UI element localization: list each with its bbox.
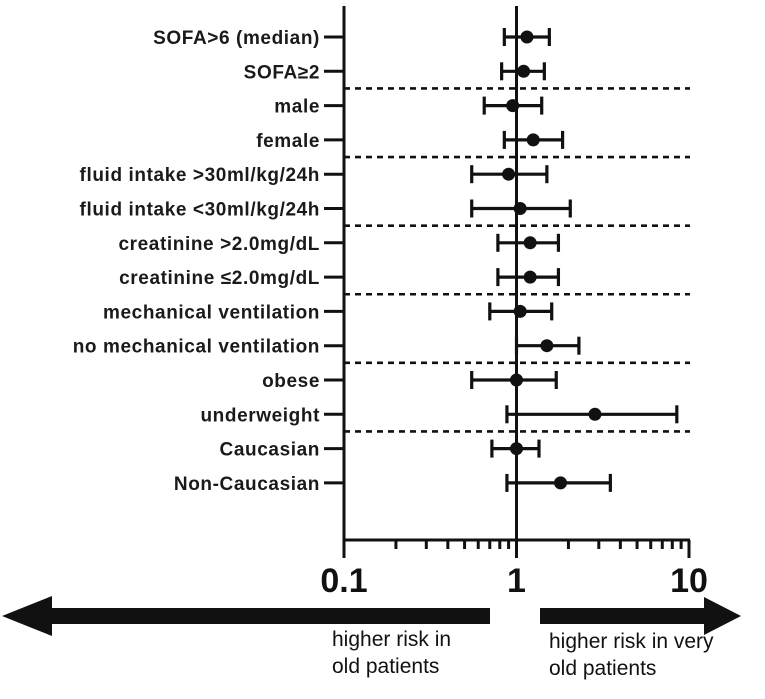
point-estimate xyxy=(517,64,531,78)
point-estimate xyxy=(526,133,540,147)
point-estimate xyxy=(554,476,568,490)
point-estimate xyxy=(506,99,520,113)
forest-row: female xyxy=(256,130,565,152)
x-tick-labels: 0.1 1 10 xyxy=(320,562,708,600)
arrow-right-label: higher risk in very xyxy=(549,630,714,653)
row-label: female xyxy=(256,131,320,152)
point-estimate xyxy=(523,270,537,284)
risk-arrows: higher risk in old patients higher risk in… xyxy=(2,596,741,680)
row-label: SOFA≥2 xyxy=(244,62,320,83)
row-label: obese xyxy=(262,371,320,392)
point-estimate xyxy=(588,407,602,421)
group-separators xyxy=(344,87,690,433)
left-arrow xyxy=(2,596,490,636)
x-tick-label: 0.1 xyxy=(320,562,367,600)
row-label: mechanical ventilation xyxy=(103,302,320,323)
x-tick-label: 1 xyxy=(507,562,526,600)
forest-row: mechanical ventilation xyxy=(103,302,554,323)
forest-row: creatinine >2.0mg/dL xyxy=(118,233,561,255)
point-estimate xyxy=(510,442,523,456)
x-tick-label: 10 xyxy=(670,562,708,600)
row-label: underweight xyxy=(200,405,320,426)
point-estimate xyxy=(510,373,523,387)
arrow-left-label: higher risk in xyxy=(332,628,451,651)
point-estimate xyxy=(513,304,527,318)
point-estimate xyxy=(540,339,554,353)
row-label: fluid intake >30ml/kg/24h xyxy=(80,165,320,186)
arrow-right-label: old patients xyxy=(549,657,656,680)
row-label: creatinine >2.0mg/dL xyxy=(118,234,320,255)
point-estimate xyxy=(513,202,527,215)
point-estimate xyxy=(523,236,537,250)
point-estimate xyxy=(520,30,534,44)
forest-row: creatinine ≤2.0mg/dL xyxy=(119,268,561,289)
row-label: Caucasian xyxy=(220,440,320,461)
row-label: Non-Caucasian xyxy=(174,474,320,495)
point-estimate xyxy=(502,167,516,181)
forest-row: fluid intake >30ml/kg/24h xyxy=(80,165,549,186)
row-label: no mechanical ventilation xyxy=(73,337,320,358)
forest-row: SOFA>6 (median) xyxy=(153,28,551,49)
row-label: SOFA>6 (median) xyxy=(153,28,320,49)
forest-row: fluid intake <30ml/kg/24h xyxy=(80,199,572,221)
row-label: creatinine ≤2.0mg/dL xyxy=(119,268,320,289)
forest-row: no mechanical ventilation xyxy=(73,336,581,358)
forest-rows: SOFA>6 (median) SOFA≥2 male female fluid int… xyxy=(73,28,679,495)
forest-row: Caucasian xyxy=(220,439,541,461)
forest-row: male xyxy=(274,96,544,118)
forest-row: Non-Caucasian xyxy=(174,473,612,495)
row-label: fluid intake <30ml/kg/24h xyxy=(80,200,320,221)
arrow-left-label: old patients xyxy=(332,655,439,678)
forest-row: underweight xyxy=(200,405,679,426)
forest-row: obese xyxy=(262,371,558,392)
forest-row: SOFA≥2 xyxy=(244,62,546,83)
row-label: male xyxy=(274,97,320,118)
right-arrow xyxy=(540,597,741,635)
